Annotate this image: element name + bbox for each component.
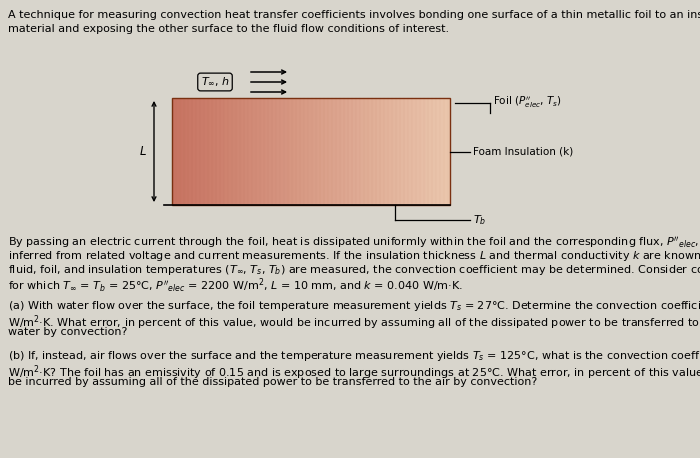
- Bar: [440, 98, 444, 205]
- Bar: [374, 98, 377, 205]
- Bar: [321, 98, 326, 205]
- Text: fluid, foil, and insulation temperatures ($T_\infty$, $T_s$, $T_b$) are measured: fluid, foil, and insulation temperatures…: [8, 263, 700, 277]
- Bar: [300, 98, 304, 205]
- Bar: [398, 98, 402, 205]
- Bar: [172, 98, 450, 205]
- Text: water by convection?: water by convection?: [8, 327, 127, 337]
- Bar: [193, 98, 197, 205]
- Bar: [332, 98, 336, 205]
- Bar: [210, 98, 214, 205]
- Bar: [297, 98, 301, 205]
- Text: $T_b$: $T_b$: [473, 213, 486, 227]
- Bar: [443, 98, 447, 205]
- Bar: [391, 98, 395, 205]
- Bar: [377, 98, 381, 205]
- Text: W/m$^2$·K? The foil has an emissivity of 0.15 and is exposed to large surroundin: W/m$^2$·K? The foil has an emissivity of…: [8, 363, 700, 382]
- Bar: [388, 98, 391, 205]
- Bar: [314, 98, 318, 205]
- Bar: [190, 98, 193, 205]
- Bar: [353, 98, 357, 205]
- Bar: [287, 98, 290, 205]
- Bar: [290, 98, 294, 205]
- Bar: [266, 98, 270, 205]
- Bar: [179, 98, 183, 205]
- Bar: [256, 98, 260, 205]
- Bar: [447, 98, 451, 205]
- Bar: [328, 98, 332, 205]
- Bar: [280, 98, 284, 205]
- Bar: [273, 98, 276, 205]
- Bar: [318, 98, 322, 205]
- Bar: [234, 98, 239, 205]
- Bar: [349, 98, 354, 205]
- Bar: [228, 98, 232, 205]
- Bar: [284, 98, 287, 205]
- Bar: [214, 98, 218, 205]
- Bar: [252, 98, 256, 205]
- Bar: [183, 98, 186, 205]
- Bar: [248, 98, 253, 205]
- Bar: [196, 98, 200, 205]
- Bar: [262, 98, 266, 205]
- Bar: [433, 98, 437, 205]
- Bar: [203, 98, 207, 205]
- Bar: [307, 98, 312, 205]
- Bar: [224, 98, 228, 205]
- Bar: [412, 98, 416, 205]
- Text: $T_\infty$, $h$: $T_\infty$, $h$: [200, 76, 230, 88]
- Bar: [370, 98, 374, 205]
- Bar: [172, 98, 176, 205]
- Bar: [186, 98, 190, 205]
- Bar: [360, 98, 363, 205]
- Bar: [342, 98, 346, 205]
- Bar: [238, 98, 242, 205]
- Bar: [259, 98, 263, 205]
- Bar: [176, 98, 179, 205]
- Bar: [356, 98, 360, 205]
- Text: (a) With water flow over the surface, the foil temperature measurement yields $T: (a) With water flow over the surface, th…: [8, 299, 700, 313]
- Bar: [384, 98, 388, 205]
- Text: material and exposing the other surface to the fluid flow conditions of interest: material and exposing the other surface …: [8, 24, 449, 34]
- Text: Foil ($P^{\prime\prime}_{elec}$, $T_s$): Foil ($P^{\prime\prime}_{elec}$, $T_s$): [493, 94, 562, 110]
- Text: A technique for measuring convection heat transfer coefficients involves bonding: A technique for measuring convection hea…: [8, 10, 700, 20]
- Bar: [419, 98, 423, 205]
- Bar: [426, 98, 430, 205]
- Bar: [231, 98, 235, 205]
- Bar: [429, 98, 433, 205]
- Bar: [206, 98, 211, 205]
- Bar: [311, 98, 315, 205]
- Text: be incurred by assuming all of the dissipated power to be transferred to the air: be incurred by assuming all of the dissi…: [8, 377, 538, 387]
- Bar: [220, 98, 225, 205]
- Text: (b) If, instead, air flows over the surface and the temperature measurement yiel: (b) If, instead, air flows over the surf…: [8, 349, 700, 363]
- Bar: [335, 98, 340, 205]
- Bar: [436, 98, 440, 205]
- Bar: [422, 98, 426, 205]
- Bar: [241, 98, 246, 205]
- Text: L: L: [139, 145, 146, 158]
- Bar: [199, 98, 204, 205]
- Bar: [304, 98, 308, 205]
- Bar: [394, 98, 398, 205]
- Bar: [339, 98, 343, 205]
- Text: By passing an electric current through the foil, heat is dissipated uniformly wi: By passing an electric current through t…: [8, 235, 700, 250]
- Bar: [405, 98, 409, 205]
- Bar: [270, 98, 273, 205]
- Bar: [408, 98, 412, 205]
- Bar: [346, 98, 350, 205]
- Bar: [401, 98, 405, 205]
- Bar: [325, 98, 329, 205]
- Bar: [217, 98, 221, 205]
- Text: inferred from related voltage and current measurements. If the insulation thickn: inferred from related voltage and curren…: [8, 249, 700, 263]
- Bar: [363, 98, 367, 205]
- Bar: [381, 98, 384, 205]
- Bar: [276, 98, 280, 205]
- Bar: [245, 98, 249, 205]
- Text: Foam Insulation (k): Foam Insulation (k): [473, 147, 573, 157]
- Bar: [367, 98, 370, 205]
- Text: W/m$^2$·K. What error, in percent of this value, would be incurred by assuming a: W/m$^2$·K. What error, in percent of thi…: [8, 313, 700, 332]
- Bar: [415, 98, 419, 205]
- Bar: [293, 98, 298, 205]
- Text: for which $T_\infty$ = $T_b$ = 25°C, $P''_{elec}$ = 2200 W/m$^2$, $L$ = 10 mm, a: for which $T_\infty$ = $T_b$ = 25°C, $P'…: [8, 277, 463, 295]
